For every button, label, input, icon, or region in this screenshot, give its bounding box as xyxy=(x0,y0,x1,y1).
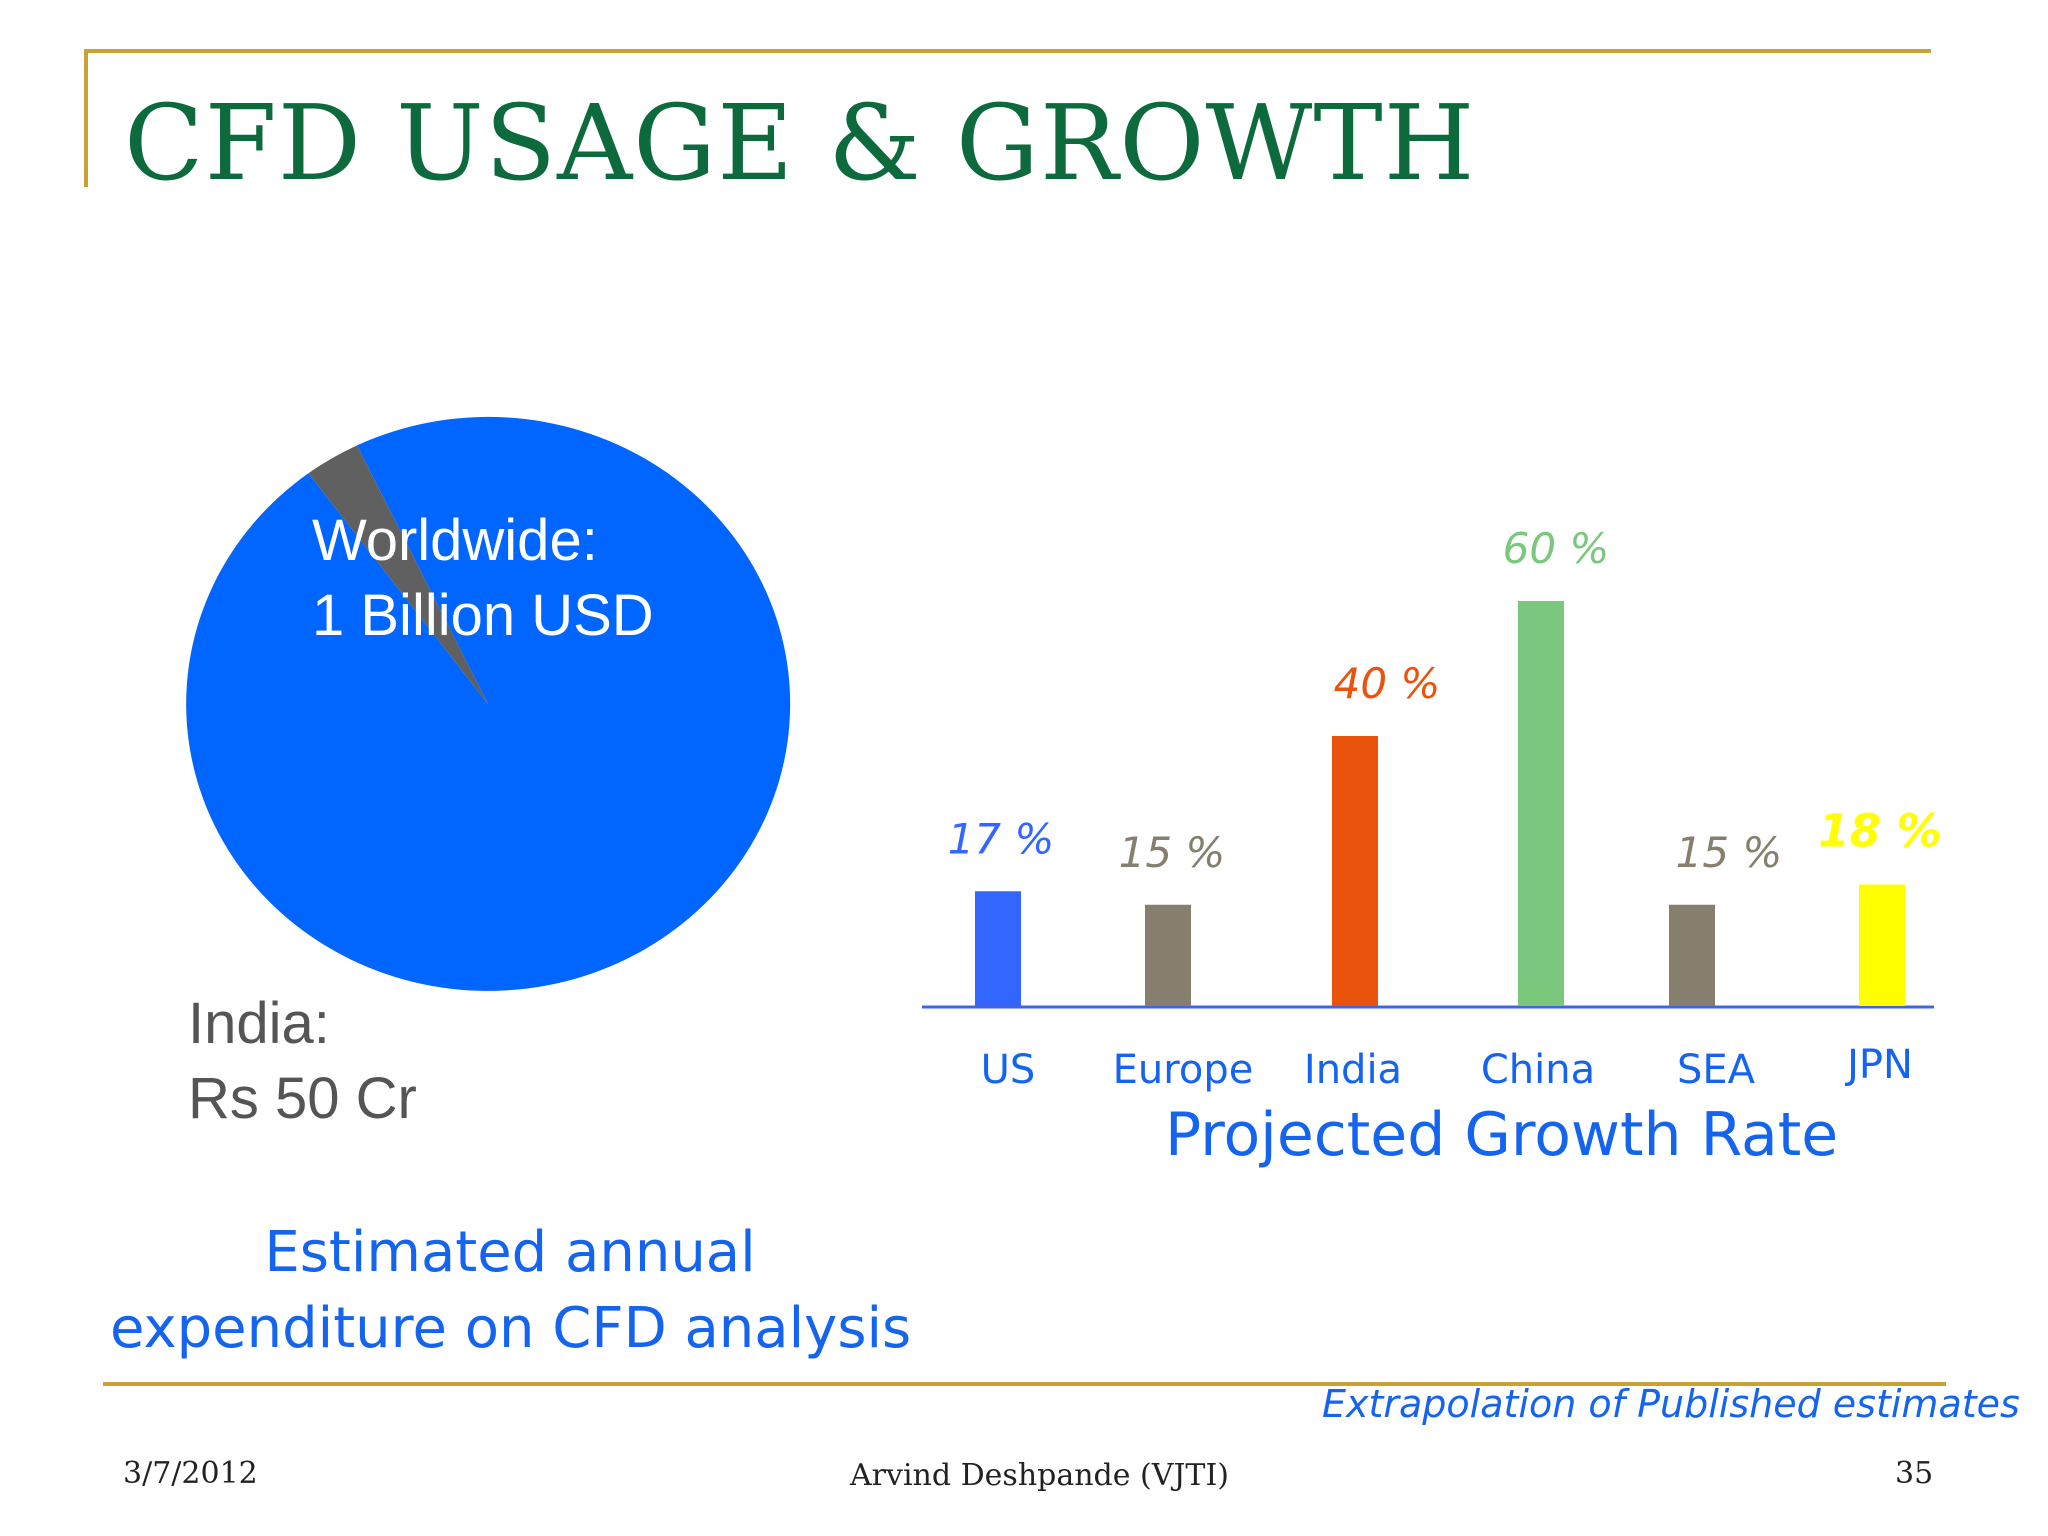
footer-author: Arvind Deshpande (VJTI) xyxy=(850,1458,1229,1493)
title-rule-vertical xyxy=(84,49,88,187)
pie-label-worldwide: Worldwide: 1 Billion USD xyxy=(312,508,654,649)
bar-europe xyxy=(1145,904,1191,1006)
value-label-sea: 15 % xyxy=(1676,828,1783,877)
value-label-jpn: 18 % xyxy=(1818,805,1941,858)
tick-label-jpn: JPN xyxy=(1844,1042,1913,1088)
bar-us xyxy=(975,891,1021,1006)
page-number: 35 xyxy=(1895,1456,1934,1491)
value-label-europe: 15 % xyxy=(1119,828,1226,877)
value-label-china: 60 % xyxy=(1503,524,1610,573)
footer-date: 3/7/2012 xyxy=(123,1456,258,1491)
slide-title: CFD USAGE & GROWTH xyxy=(124,82,1476,204)
value-label-india: 40 % xyxy=(1334,659,1441,708)
tick-label-china: China xyxy=(1481,1047,1595,1093)
bar-china xyxy=(1518,601,1564,1006)
bar-sea xyxy=(1669,904,1715,1006)
pie-slice-worldwide xyxy=(186,416,791,991)
bar-chart-caption: Projected Growth Rate xyxy=(1165,1100,1839,1170)
tick-label-europe: Europe xyxy=(1113,1047,1254,1093)
bar-india xyxy=(1332,736,1378,1006)
pie-label-india: India: Rs 50 Cr xyxy=(188,991,417,1132)
tick-label-sea: SEA xyxy=(1677,1047,1756,1093)
pie-caption: Estimated annual expenditure on CFD analy… xyxy=(110,1220,912,1362)
pie-slice-india xyxy=(308,445,488,704)
tick-label-us: US xyxy=(981,1047,1036,1093)
title-rule xyxy=(84,49,1931,53)
source-note: Extrapolation of Published estimates xyxy=(1322,1382,2020,1426)
value-label-us: 17 % xyxy=(948,814,1055,863)
tick-label-india: India xyxy=(1304,1047,1402,1093)
bar-jpn xyxy=(1859,884,1905,1006)
footer-rule xyxy=(103,1382,1946,1386)
